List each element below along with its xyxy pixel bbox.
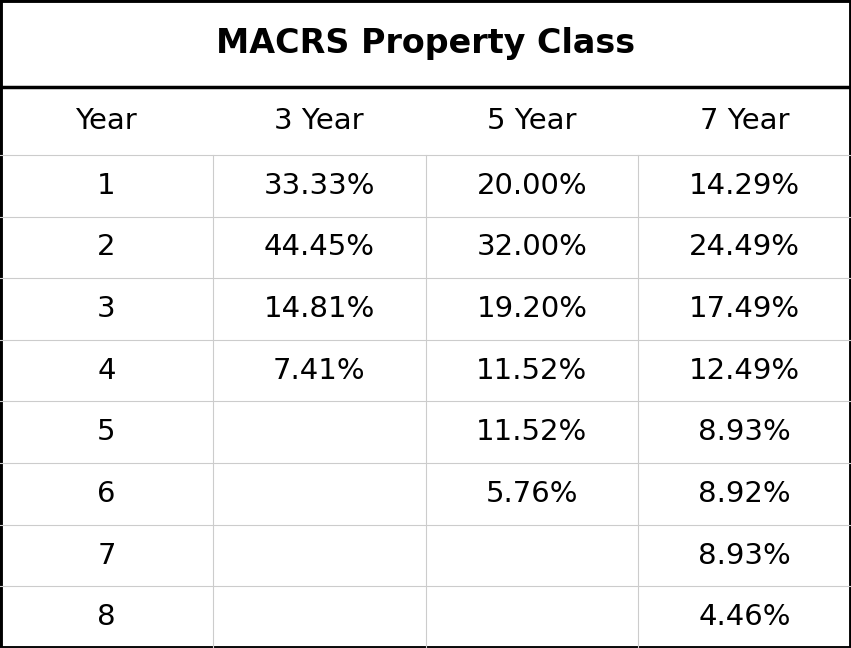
Text: 8.92%: 8.92% — [699, 480, 791, 508]
Bar — [0, 87, 213, 155]
Bar — [213, 340, 426, 402]
Bar — [426, 216, 638, 278]
Bar — [638, 216, 851, 278]
Text: 3: 3 — [97, 295, 116, 323]
Text: 33.33%: 33.33% — [263, 172, 375, 200]
Bar — [0, 340, 213, 402]
Text: 1: 1 — [97, 172, 116, 200]
Bar — [0, 525, 213, 586]
Bar — [638, 155, 851, 216]
Text: 19.20%: 19.20% — [477, 295, 587, 323]
Text: 44.45%: 44.45% — [264, 233, 374, 261]
Text: 5 Year: 5 Year — [487, 107, 577, 135]
Bar — [638, 401, 851, 463]
Bar — [426, 586, 638, 648]
Bar — [426, 87, 638, 155]
Text: 24.49%: 24.49% — [689, 233, 800, 261]
Bar — [426, 401, 638, 463]
Text: 8.93%: 8.93% — [699, 542, 791, 570]
Text: 8: 8 — [97, 603, 116, 631]
Bar — [638, 525, 851, 586]
Bar — [638, 87, 851, 155]
Bar — [213, 216, 426, 278]
Bar — [213, 401, 426, 463]
Text: 20.00%: 20.00% — [477, 172, 587, 200]
Bar — [0, 278, 213, 340]
Text: 14.81%: 14.81% — [264, 295, 374, 323]
Text: 11.52%: 11.52% — [477, 418, 587, 446]
Bar — [0, 586, 213, 648]
Bar — [426, 278, 638, 340]
Text: 4.46%: 4.46% — [699, 603, 791, 631]
Bar — [638, 340, 851, 402]
Text: 2: 2 — [97, 233, 116, 261]
Text: 4: 4 — [97, 356, 116, 385]
Text: 14.29%: 14.29% — [689, 172, 800, 200]
Text: 7: 7 — [97, 542, 116, 570]
Text: 17.49%: 17.49% — [689, 295, 800, 323]
Bar — [213, 278, 426, 340]
Bar — [638, 278, 851, 340]
Bar — [0, 155, 213, 216]
Bar — [0, 216, 213, 278]
Text: 32.00%: 32.00% — [477, 233, 587, 261]
Bar — [638, 463, 851, 525]
Text: 12.49%: 12.49% — [689, 356, 800, 385]
Bar — [0, 401, 213, 463]
Bar — [426, 463, 638, 525]
Bar — [213, 525, 426, 586]
Text: Year: Year — [76, 107, 137, 135]
Text: 5: 5 — [97, 418, 116, 446]
Text: 3 Year: 3 Year — [274, 107, 364, 135]
Bar — [213, 87, 426, 155]
Text: 11.52%: 11.52% — [477, 356, 587, 385]
Bar — [213, 586, 426, 648]
Text: 5.76%: 5.76% — [486, 480, 578, 508]
Text: MACRS Property Class: MACRS Property Class — [216, 27, 635, 60]
Text: 7.41%: 7.41% — [273, 356, 365, 385]
Text: 8.93%: 8.93% — [699, 418, 791, 446]
Bar — [0, 463, 213, 525]
Bar — [0, 0, 851, 87]
Bar — [213, 463, 426, 525]
Bar — [426, 340, 638, 402]
Text: 6: 6 — [97, 480, 116, 508]
Bar — [213, 155, 426, 216]
Bar — [426, 155, 638, 216]
Bar — [426, 525, 638, 586]
Text: 7 Year: 7 Year — [700, 107, 790, 135]
Bar — [638, 586, 851, 648]
